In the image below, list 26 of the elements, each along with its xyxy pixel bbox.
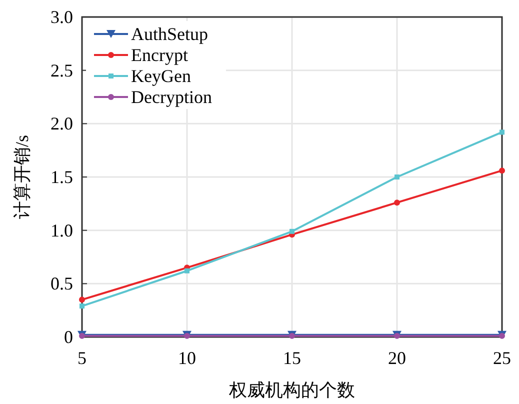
x-tick-label: 20 bbox=[388, 348, 406, 368]
legend-label: Decryption bbox=[131, 87, 212, 107]
legend-label: Encrypt bbox=[131, 45, 188, 65]
x-tick-label: 15 bbox=[283, 348, 301, 368]
point bbox=[500, 130, 504, 135]
y-tick-label: 2.5 bbox=[50, 60, 73, 80]
point bbox=[290, 228, 294, 234]
x-tick-label: 25 bbox=[493, 348, 511, 368]
y-tick-label: 0.5 bbox=[50, 274, 73, 294]
point bbox=[499, 168, 505, 174]
y-tick-label: 3.0 bbox=[50, 7, 73, 27]
y-axis-title: 计算开销/s bbox=[12, 134, 32, 220]
x-axis-title: 权威机构的个数 bbox=[228, 380, 355, 400]
legend-label: KeyGen bbox=[131, 66, 191, 86]
point bbox=[184, 268, 190, 274]
y-tick-label: 0 bbox=[64, 327, 73, 347]
x-tick-label: 5 bbox=[78, 348, 86, 368]
point bbox=[80, 304, 84, 309]
point bbox=[394, 200, 400, 206]
legend-label: AuthSetup bbox=[131, 24, 208, 44]
point bbox=[394, 174, 400, 180]
x-tick-label: 10 bbox=[178, 348, 196, 368]
y-tick-label: 1.5 bbox=[50, 167, 73, 187]
y-tick-label: 1.0 bbox=[50, 220, 73, 240]
point bbox=[79, 296, 85, 303]
y-tick-label: 2.0 bbox=[50, 114, 73, 134]
